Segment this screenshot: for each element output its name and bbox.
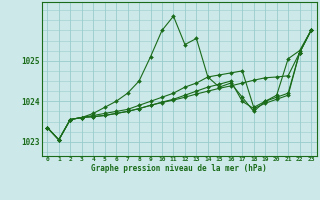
- X-axis label: Graphe pression niveau de la mer (hPa): Graphe pression niveau de la mer (hPa): [91, 164, 267, 173]
